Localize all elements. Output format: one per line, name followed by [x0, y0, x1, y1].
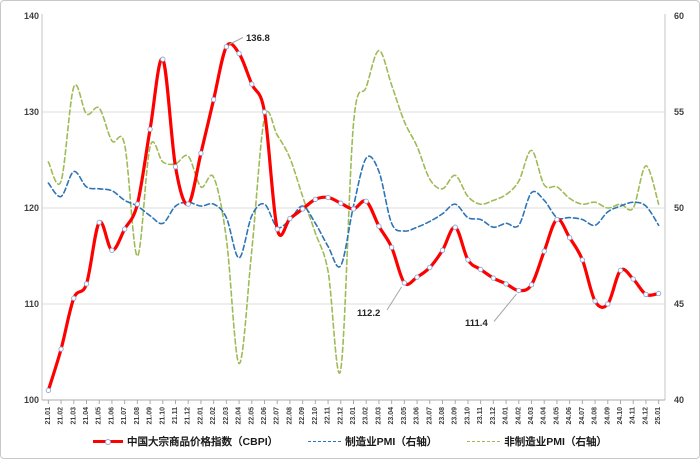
- legend-blue-dash-sample: [308, 441, 342, 442]
- svg-text:24.07: 24.07: [579, 407, 586, 425]
- svg-text:21.07: 21.07: [121, 407, 128, 425]
- svg-text:24.08: 24.08: [592, 407, 599, 425]
- series-0: [45, 42, 662, 394]
- svg-text:21.10: 21.10: [159, 407, 166, 425]
- svg-text:24.10: 24.10: [617, 407, 624, 425]
- series-2: [47, 49, 660, 374]
- svg-text:100: 100: [24, 395, 39, 405]
- svg-text:22.07: 22.07: [274, 407, 281, 425]
- svg-text:24.02: 24.02: [515, 407, 522, 425]
- svg-text:23.08: 23.08: [439, 407, 446, 425]
- svg-text:22.08: 22.08: [286, 407, 293, 425]
- svg-text:23.11: 23.11: [477, 407, 484, 424]
- svg-text:23.01: 23.01: [350, 407, 357, 425]
- svg-text:21.03: 21.03: [70, 407, 77, 425]
- svg-text:24.01: 24.01: [503, 407, 510, 425]
- x-axis-labels: 21.01 21.02 21.03 21.04 21.05 21.06 21.07 21.08…: [45, 407, 662, 425]
- svg-text:21.09: 21.09: [147, 407, 154, 425]
- svg-text:21.01: 21.01: [45, 407, 52, 425]
- legend-item-manufacturing-pmi: 制造业PMI（右轴）: [308, 434, 437, 449]
- svg-text:23.07: 23.07: [426, 407, 433, 425]
- svg-text:21.05: 21.05: [96, 407, 103, 425]
- svg-text:130: 130: [24, 107, 39, 117]
- legend-label-nonmanufacturing-pmi: 非制造业PMI（右轴）: [504, 436, 607, 448]
- svg-text:23.04: 23.04: [388, 407, 395, 425]
- svg-text:21.04: 21.04: [83, 407, 90, 425]
- svg-text:22.09: 22.09: [299, 407, 306, 425]
- svg-text:23.10: 23.10: [464, 407, 471, 425]
- chart-legend: 中国大宗商品价格指数（CBPI） 制造业PMI（右轴） 非制造业PMI（右轴）: [1, 434, 699, 449]
- svg-text:110: 110: [24, 299, 39, 309]
- svg-text:24.09: 24.09: [604, 407, 611, 425]
- svg-text:45: 45: [674, 299, 684, 309]
- y-axis-labels: 100 110 120 130 140 40 45 50 55 60: [24, 11, 684, 405]
- legend-item-cbpi: 中国大宗商品价格指数（CBPI）: [93, 434, 278, 449]
- svg-text:23.09: 23.09: [452, 407, 459, 425]
- svg-text:21.12: 21.12: [185, 407, 192, 425]
- svg-text:140: 140: [24, 11, 39, 21]
- svg-text:21.06: 21.06: [108, 407, 115, 425]
- svg-text:21.02: 21.02: [58, 407, 65, 425]
- legend-red-line-sample: [93, 438, 124, 445]
- legend-item-nonmanufacturing-pmi: 非制造业PMI（右轴）: [467, 434, 607, 449]
- svg-text:24.04: 24.04: [541, 407, 548, 425]
- svg-text:23.06: 23.06: [414, 407, 421, 425]
- series-1: [47, 155, 660, 268]
- legend-label-manufacturing-pmi: 制造业PMI（右轴）: [345, 436, 438, 448]
- svg-text:22.02: 22.02: [210, 407, 217, 425]
- svg-text:112.2: 112.2: [357, 308, 380, 319]
- svg-text:120: 120: [24, 203, 39, 213]
- svg-text:24.05: 24.05: [553, 407, 560, 425]
- svg-text:22.12: 22.12: [337, 407, 344, 425]
- svg-text:21.11: 21.11: [172, 407, 179, 424]
- svg-text:25.01: 25.01: [655, 407, 662, 425]
- svg-text:22.11: 22.11: [325, 407, 332, 424]
- svg-text:40: 40: [674, 395, 684, 405]
- svg-text:24.12: 24.12: [642, 407, 649, 425]
- svg-text:23.03: 23.03: [375, 407, 382, 425]
- axes: [41, 14, 666, 404]
- annotations: 136.8 112.2 111.4: [228, 33, 517, 329]
- svg-text:111.4: 111.4: [465, 318, 488, 329]
- svg-text:55: 55: [674, 107, 684, 117]
- svg-text:24.03: 24.03: [528, 407, 535, 425]
- svg-text:136.8: 136.8: [246, 33, 270, 44]
- svg-text:24.11: 24.11: [630, 407, 637, 424]
- svg-text:22.03: 22.03: [223, 407, 230, 425]
- svg-text:24.06: 24.06: [566, 407, 573, 425]
- svg-text:23.02: 23.02: [363, 407, 370, 425]
- svg-text:22.10: 22.10: [312, 407, 319, 425]
- svg-text:22.05: 22.05: [248, 407, 255, 425]
- svg-text:22.04: 22.04: [236, 407, 243, 425]
- svg-text:23.05: 23.05: [401, 407, 408, 425]
- svg-text:21.08: 21.08: [134, 407, 141, 425]
- legend-olive-dash-sample: [467, 441, 501, 442]
- svg-text:23.12: 23.12: [490, 407, 497, 425]
- legend-circle-marker-icon: [105, 438, 112, 445]
- svg-text:50: 50: [674, 203, 684, 213]
- svg-text:60: 60: [674, 11, 684, 21]
- svg-text:22.01: 22.01: [197, 407, 204, 425]
- svg-text:22.06: 22.06: [261, 407, 268, 425]
- legend-label-cbpi: 中国大宗商品价格指数（CBPI）: [127, 436, 279, 448]
